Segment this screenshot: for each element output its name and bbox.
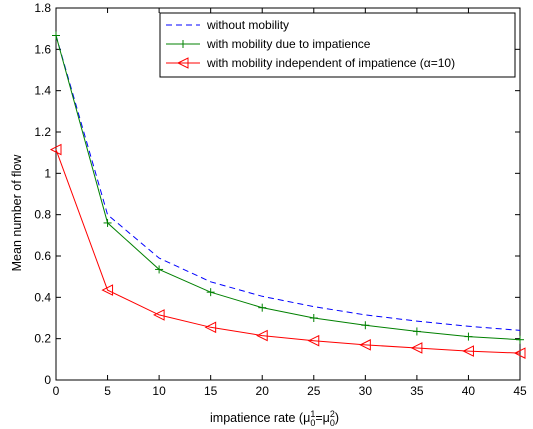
- x-axis-label-sub1: 0: [310, 418, 315, 428]
- x-axis-label-sub2: 0: [330, 418, 335, 428]
- x-axis-label-sup2: 2: [330, 409, 335, 419]
- legend-label-2: with mobility due to impatience: [206, 37, 371, 51]
- x-tick-label: 35: [410, 384, 424, 398]
- x-tick-label: 40: [462, 384, 476, 398]
- plus-marker: [206, 288, 215, 297]
- plus-marker: [361, 321, 370, 330]
- y-tick-label: 1.6: [34, 42, 51, 56]
- triangle-left-marker: [359, 339, 371, 351]
- x-axis-label-eq: =μ: [315, 411, 330, 425]
- y-axis-label: Mean number of flow: [10, 154, 24, 272]
- y-tick-label: 1: [44, 166, 51, 180]
- y-tick-label: 0.8: [34, 208, 51, 222]
- plus-marker: [258, 303, 267, 312]
- plus-marker: [309, 314, 318, 322]
- series-layer: [49, 31, 526, 359]
- triangle-left-marker: [410, 342, 423, 354]
- y-tick-label: 1.8: [34, 1, 51, 15]
- triangle-left-marker: [152, 309, 165, 321]
- triangle-left-marker: [176, 57, 189, 69]
- y-tick-label: 0: [44, 373, 51, 387]
- triangle-left-marker: [307, 334, 320, 347]
- x-tick-label: 20: [256, 384, 270, 398]
- axis-ticks: 0 5 10 15 20 25 30 35 40 45 0 0.2 0.4 0.6 0.8 1 1.2 1.4 1.…: [34, 1, 527, 398]
- x-axis-label-sup1: 1: [310, 409, 315, 419]
- legend-label-1: without mobility: [206, 18, 289, 32]
- series-line-1: [55, 35, 521, 331]
- series-markers-2: [52, 31, 524, 344]
- plus-marker: [516, 335, 524, 344]
- triangle-left-marker: [49, 143, 62, 156]
- x-axis-label-prefix: impatience rate (μ: [210, 411, 310, 425]
- plus-marker: [103, 218, 112, 227]
- series-line-2: [55, 35, 521, 341]
- y-tick-label: 0.4: [34, 290, 51, 304]
- x-axis-label-suffix: ): [335, 411, 339, 425]
- x-tick-label: 5: [104, 384, 111, 398]
- series-markers-3: [49, 143, 526, 359]
- plus-marker: [464, 332, 473, 341]
- x-tick-label: 10: [152, 384, 166, 398]
- series-line-3: [55, 149, 521, 354]
- plus-marker: [155, 265, 164, 274]
- triangle-left-marker: [256, 329, 268, 342]
- triangle-left-marker: [101, 284, 114, 296]
- x-tick-label: 15: [204, 384, 218, 398]
- y-tick-label: 1.4: [34, 84, 51, 98]
- legend: without mobility with mobility due to imp…: [159, 12, 516, 78]
- legend-label-3: with mobility independent of impatience …: [206, 56, 455, 70]
- y-tick-label: 1.2: [34, 125, 51, 139]
- plus-marker: [179, 40, 187, 48]
- triangle-left-marker: [513, 347, 526, 359]
- y-tick-label: 0.6: [34, 249, 51, 263]
- x-tick-label: 0: [53, 384, 60, 398]
- x-tick-label: 25: [307, 384, 321, 398]
- x-tick-label: 45: [513, 384, 527, 398]
- legend-box: [159, 12, 516, 78]
- x-axis-label: impatience rate (μ1 0=μ2 0): [210, 409, 339, 428]
- x-tick-label: 30: [359, 384, 373, 398]
- y-tick-label: 0.2: [34, 332, 51, 346]
- plus-marker: [412, 327, 421, 336]
- triangle-left-marker: [204, 321, 217, 334]
- triangle-left-marker: [462, 345, 474, 357]
- plus-marker: [52, 31, 60, 40]
